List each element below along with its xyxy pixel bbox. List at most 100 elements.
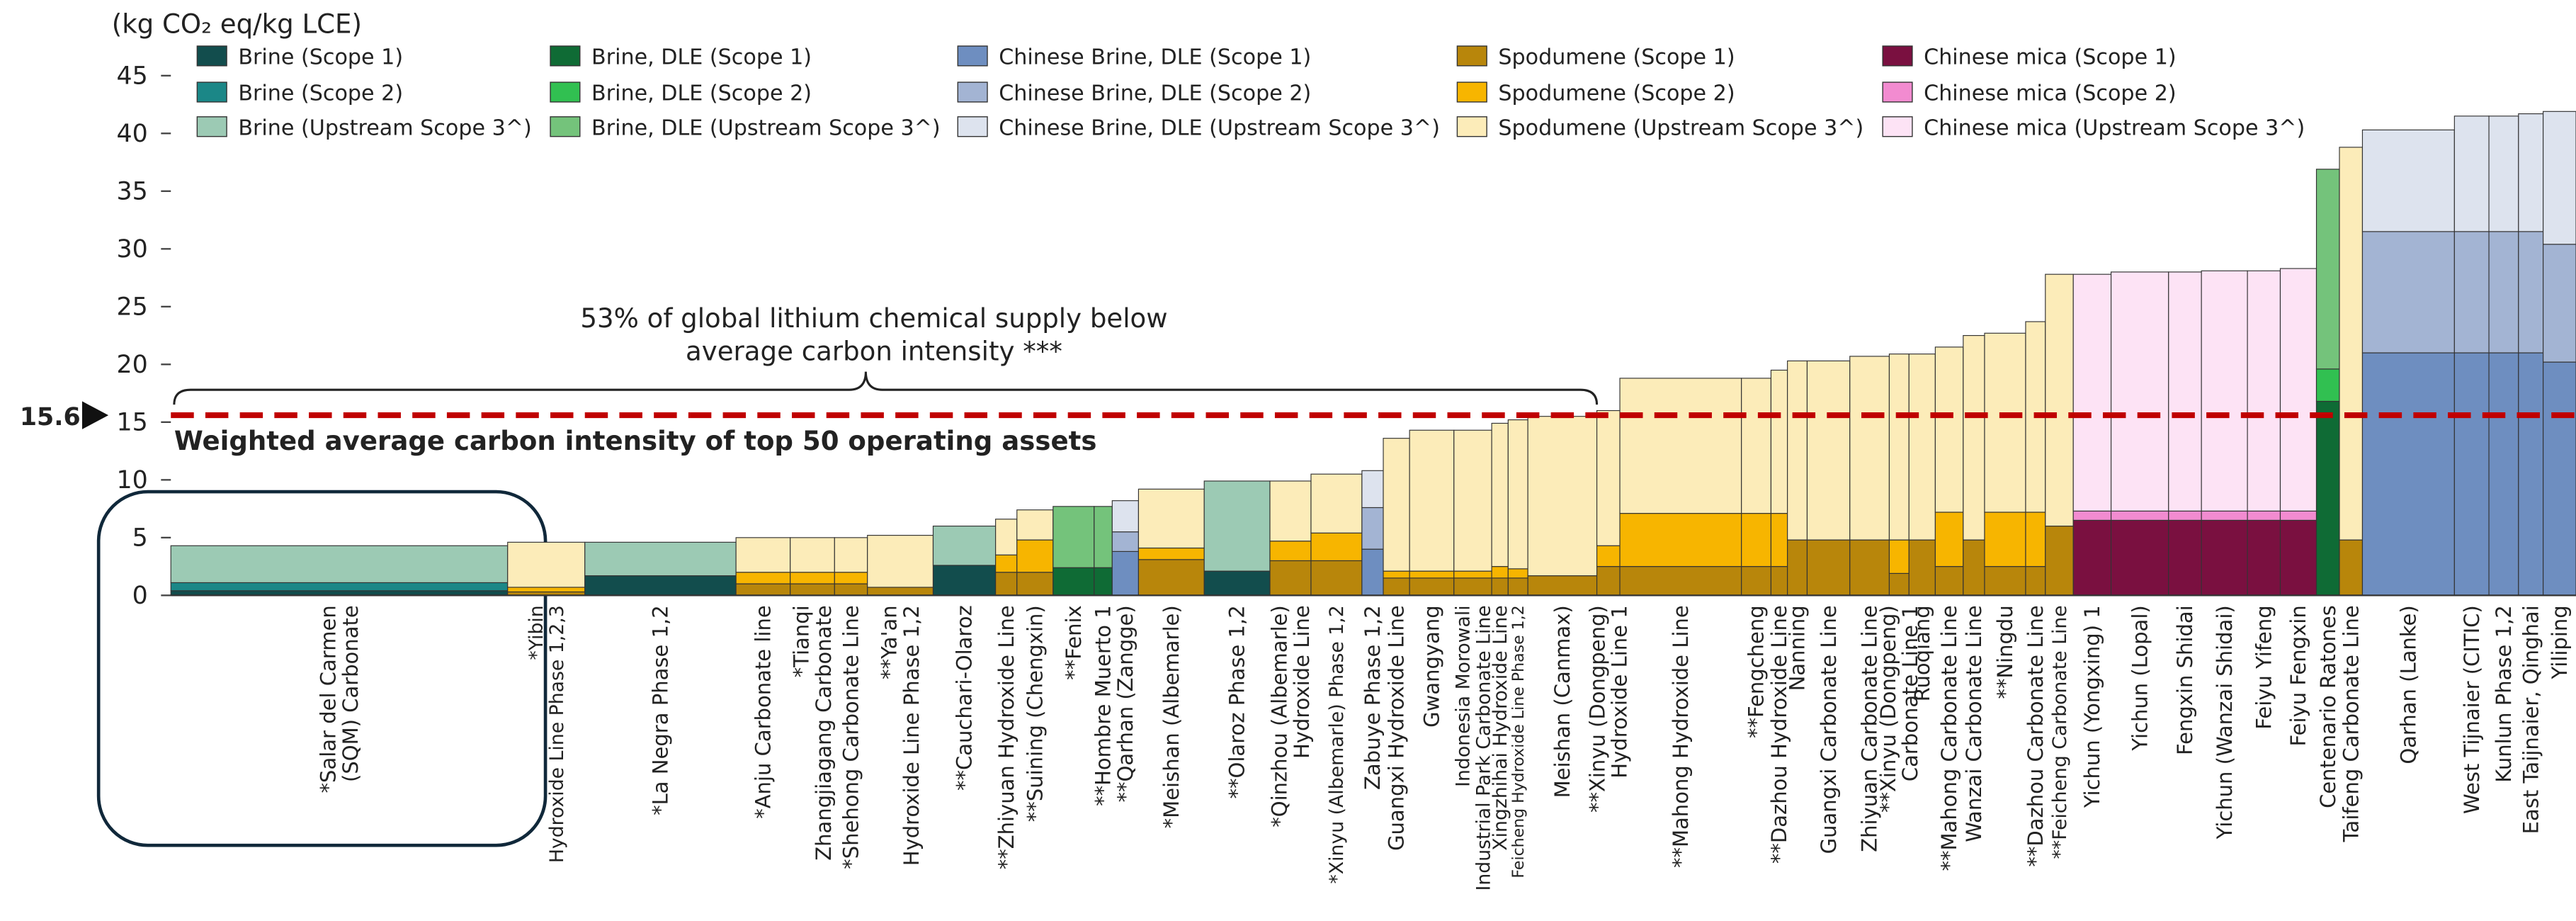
bar-segment — [735, 537, 791, 573]
y-tick-label: 5 — [132, 524, 148, 552]
legend-swatch — [1456, 45, 1487, 67]
x-tick-label: Yiliping — [2548, 605, 2572, 679]
x-tick-label: **Xinyu (Dongpeng) — [1585, 605, 1609, 813]
bar-segment — [1984, 512, 2026, 567]
bar-segment — [2488, 115, 2519, 232]
bar-segment — [2279, 268, 2317, 512]
bar-segment — [1741, 566, 1772, 596]
legend-swatch — [550, 116, 581, 137]
bar-segment — [2168, 510, 2202, 521]
bar-segment — [1383, 570, 1410, 579]
bar-segment — [2543, 361, 2576, 596]
legend-label: Spodumene (Scope 2) — [1498, 81, 1735, 106]
y-tick-label: 20 — [116, 351, 147, 379]
x-tick-label: **Ningdu — [1993, 605, 2017, 699]
y-tick-label: 0 — [132, 582, 148, 610]
y-tick-label: 35 — [116, 177, 147, 205]
bar-segment — [1619, 378, 1742, 514]
bar-segment — [1984, 566, 2026, 596]
legend-label: Brine (Scope 2) — [238, 81, 403, 106]
bar-segment — [790, 537, 835, 573]
bar-segment — [1507, 577, 1528, 596]
y-axis-title: (kg CO₂ eq/kg LCE) — [112, 9, 362, 39]
x-tick-label: **Fenix — [1062, 605, 1086, 680]
bar-segment — [2168, 271, 2202, 512]
x-tick-label: *Tianqi — [790, 605, 814, 677]
x-tick-label: Hydroxide Line — [1290, 605, 1314, 759]
x-tick-label: West Tijnaier (CITIC) — [2460, 605, 2484, 814]
legend-swatch — [957, 81, 988, 103]
bar-segment — [1888, 354, 1910, 541]
bar-segment — [1849, 539, 1890, 596]
bar-segment — [1770, 513, 1788, 567]
bar-segment — [1507, 568, 1528, 579]
x-tick-label: Industrial Park Carbonate Line — [1473, 605, 1494, 891]
bar-segment — [1383, 577, 1410, 596]
x-tick-label: (SQM) Carbonate — [339, 605, 363, 782]
x-tick-label: **Zhiyuan Hydroxide Line — [994, 605, 1019, 869]
bar-segment — [2110, 510, 2169, 521]
y-tick-label: 45 — [116, 62, 147, 90]
x-tick-label: Kunlun Phase 1,2 — [2492, 605, 2516, 782]
legend-swatch — [550, 45, 581, 67]
bar-segment — [1269, 560, 1312, 596]
bar-segment — [1453, 429, 1492, 572]
bar-segment — [1849, 356, 1890, 541]
bar-segment — [507, 587, 586, 593]
bar-segment — [1016, 539, 1054, 573]
x-tick-label: East Taijnaier, Qinghai — [2519, 605, 2543, 834]
bar-segment — [1016, 509, 1054, 541]
bar-segment — [735, 583, 791, 596]
x-tick-label: Fengxin Shidai — [2173, 605, 2197, 755]
y-tick-label: 10 — [116, 466, 147, 495]
x-tick-label: Hydroxide Line Phase 1,2 — [900, 605, 924, 866]
x-tick-label: **Xinyu (Dongpeng) — [1876, 605, 1900, 813]
bar-segment — [1491, 566, 1509, 579]
reference-value-label: 15.6 — [20, 403, 81, 431]
legend-swatch — [1882, 116, 1913, 137]
legend-swatch — [196, 45, 227, 67]
legend-swatch — [1456, 116, 1487, 137]
bar-segment — [2315, 400, 2340, 596]
x-tick-label: *Qinzhou (Albemarle) — [1267, 605, 1291, 827]
x-tick-label: *Shehong Carbonate Line — [839, 605, 863, 869]
bar-segment — [1806, 360, 1851, 541]
bar-segment — [1203, 570, 1271, 596]
legend-label: Chinese Brine, DLE (Upstream Scope 3^) — [999, 115, 1440, 140]
bar-segment — [1094, 567, 1113, 596]
x-tick-label: **Dazhou Hydroxide Line — [1767, 605, 1791, 864]
x-tick-label: **Olaroz Phase 1,2 — [1225, 605, 1249, 798]
bar-segment — [2543, 244, 2576, 363]
bar-segment — [1361, 548, 1384, 596]
bar-segment — [1507, 419, 1528, 570]
x-tick-label: Qarhan (Lanke) — [2397, 605, 2421, 764]
x-tick-label: **Ya'an — [878, 605, 902, 679]
bar-segment — [1052, 567, 1095, 596]
x-tick-label: Ruoqiang — [1910, 605, 1934, 701]
bar-segment — [1453, 577, 1492, 596]
legend-swatch — [1882, 45, 1913, 67]
bar-segment — [1787, 360, 1808, 541]
y-tick-label: 40 — [116, 120, 147, 148]
bar-segment — [1787, 539, 1808, 596]
legend-label: Spodumene (Upstream Scope 3^) — [1498, 115, 1863, 140]
bar-segment — [1111, 531, 1140, 552]
x-tick-label: Guangxi Carbonate Line — [1817, 605, 1841, 854]
bar-segment — [1409, 570, 1455, 579]
x-tick-label: **Cauchari-Olaroz — [953, 605, 977, 791]
bar-segment — [2201, 270, 2248, 512]
x-tick-label: **Suining (Chengxin) — [1023, 605, 1047, 822]
bar-segment — [1741, 513, 1772, 567]
legend-swatch — [1882, 81, 1913, 103]
x-tick-label: **Hombre Muerto 1 — [1091, 605, 1116, 806]
bar-segment — [1984, 332, 2026, 513]
x-tick-label: Feiyu Yifeng — [2252, 605, 2276, 729]
bar-segment — [2045, 525, 2074, 596]
bar-segment — [1052, 506, 1095, 568]
bar-segment — [1619, 566, 1742, 596]
bar-segment — [1963, 539, 1985, 596]
x-tick-label: Hydroxide Line 1 — [1608, 605, 1632, 778]
bar-segment — [2543, 111, 2576, 245]
x-tick-label: Hydroxide Line Phase 1,2,3 — [546, 605, 568, 863]
bar-segment — [1137, 547, 1205, 560]
